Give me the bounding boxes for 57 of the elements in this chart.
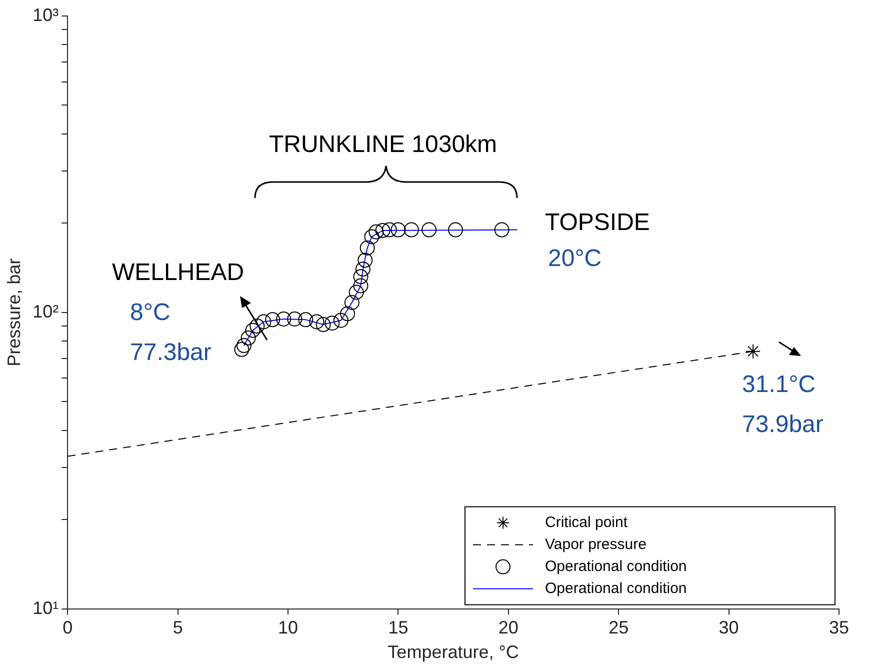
annotation: 8°C	[130, 299, 170, 326]
point	[355, 262, 370, 277]
point	[448, 222, 464, 238]
annotation: WELLHEAD	[112, 259, 244, 286]
point	[324, 316, 340, 331]
point	[353, 269, 368, 284]
point	[422, 222, 437, 238]
point	[298, 312, 314, 328]
point	[746, 344, 761, 359]
point	[368, 224, 384, 240]
point	[309, 314, 324, 330]
x-axis-title: Temperature, °C	[388, 642, 519, 662]
annotation: 73.9bar	[742, 411, 824, 438]
y-tick-label: 10¹	[32, 598, 59, 618]
annotation: 20°C	[548, 245, 602, 272]
legend-label: Operational condition	[545, 558, 687, 575]
y-tick-label: 10³	[32, 4, 59, 25]
point	[265, 312, 280, 328]
x-tick-label: 20	[498, 618, 518, 638]
point	[382, 222, 397, 238]
x-tick-label: 10	[278, 618, 298, 638]
x-tick-label: 30	[718, 618, 739, 638]
point	[340, 306, 356, 322]
legend-label: Vapor pressure	[545, 536, 646, 553]
x-tick-label: 25	[608, 618, 629, 638]
point	[316, 317, 331, 332]
point	[364, 229, 380, 244]
point	[256, 314, 272, 330]
point	[276, 312, 292, 327]
point	[245, 322, 260, 338]
point	[333, 312, 348, 328]
annotation: TOPSIDE	[545, 209, 650, 236]
annotation: 31.1°C	[742, 371, 816, 398]
y-tick-label: 10²	[32, 301, 59, 322]
point	[348, 284, 364, 300]
point	[250, 318, 265, 334]
point	[344, 294, 360, 310]
point	[375, 222, 390, 238]
y-axis-title: Pressure, bar	[4, 258, 24, 366]
point	[494, 222, 510, 238]
x-tick-label: 0	[62, 618, 73, 638]
point	[236, 338, 252, 354]
point	[287, 312, 302, 327]
legend-label: Critical point	[545, 514, 628, 531]
annotation: TRUNKLINE 1030km	[268, 131, 498, 158]
legend-label: Operational condition	[545, 580, 687, 597]
x-tick-label: 5	[172, 618, 183, 638]
x-tick-label: 35	[828, 618, 850, 638]
point	[234, 342, 250, 357]
point	[353, 278, 368, 294]
point	[240, 330, 256, 346]
point	[404, 222, 419, 238]
point	[390, 222, 406, 238]
point	[358, 252, 373, 268]
point	[360, 240, 375, 256]
annotation: 77.3bar	[130, 339, 212, 366]
x-tick-label: 15	[388, 618, 408, 638]
